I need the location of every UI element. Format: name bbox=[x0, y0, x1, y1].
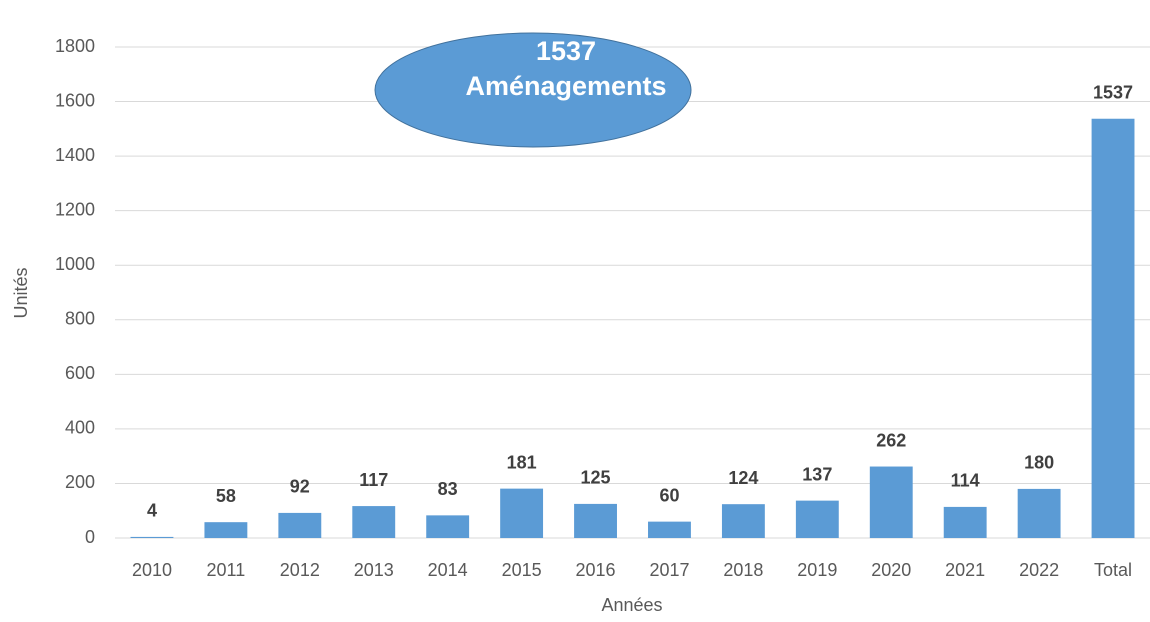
bar bbox=[869, 466, 913, 538]
x-tick-label: 2012 bbox=[280, 560, 320, 580]
data-label: 125 bbox=[581, 468, 611, 488]
bar bbox=[721, 504, 765, 538]
bar bbox=[204, 522, 248, 538]
x-tick-label: 2022 bbox=[1019, 560, 1059, 580]
data-label: 137 bbox=[802, 464, 832, 484]
x-tick-label: 2011 bbox=[207, 560, 246, 580]
y-tick-label: 1000 bbox=[55, 254, 95, 274]
x-tick-label: 2010 bbox=[132, 560, 172, 580]
y-tick-label: 400 bbox=[65, 418, 95, 438]
x-tick-label: 2020 bbox=[871, 560, 911, 580]
data-label: 83 bbox=[438, 479, 458, 499]
x-tick-label: Total bbox=[1094, 560, 1132, 580]
x-tick-label: 2021 bbox=[945, 560, 985, 580]
bar bbox=[278, 512, 322, 538]
y-tick-label: 200 bbox=[65, 472, 95, 492]
bar bbox=[1091, 118, 1135, 539]
data-label: 117 bbox=[359, 470, 388, 490]
x-axis-label: Années bbox=[601, 595, 662, 615]
y-tick-label: 800 bbox=[65, 309, 95, 329]
x-tick-label: 2015 bbox=[502, 560, 542, 580]
data-label: 114 bbox=[951, 471, 980, 491]
x-tick-label: 2014 bbox=[428, 560, 468, 580]
data-label: 181 bbox=[507, 452, 537, 472]
data-label: 1537 bbox=[1093, 82, 1133, 102]
data-label: 180 bbox=[1024, 453, 1054, 473]
y-tick-label: 600 bbox=[65, 363, 95, 383]
y-tick-label: 1800 bbox=[55, 36, 95, 56]
bar bbox=[352, 506, 396, 538]
y-tick-label: 1600 bbox=[55, 90, 95, 110]
annotation-text: Aménagements bbox=[465, 71, 666, 101]
data-label: 92 bbox=[290, 477, 310, 497]
bar bbox=[648, 521, 691, 538]
y-axis-label: Unités bbox=[11, 267, 31, 318]
y-tick-label: 1400 bbox=[55, 145, 95, 165]
y-tick-label: 1200 bbox=[55, 199, 95, 219]
x-tick-label: 2018 bbox=[723, 560, 763, 580]
y-tick-label: 0 bbox=[85, 527, 95, 547]
data-label: 124 bbox=[728, 468, 758, 488]
data-label: 58 bbox=[216, 486, 236, 506]
annotation-bubble bbox=[374, 32, 692, 148]
x-tick-label: 2013 bbox=[354, 560, 394, 580]
bar bbox=[500, 488, 544, 538]
bar bbox=[1017, 488, 1061, 538]
bar bbox=[130, 536, 174, 538]
annotation-text: 1537 bbox=[536, 36, 596, 66]
x-tick-label: 2019 bbox=[797, 560, 837, 580]
x-tick-label: 2017 bbox=[649, 560, 689, 580]
bar bbox=[795, 500, 839, 538]
bar bbox=[943, 506, 987, 538]
x-tick-label: 2016 bbox=[576, 560, 616, 580]
data-label: 60 bbox=[659, 485, 679, 505]
data-label: 262 bbox=[876, 430, 906, 450]
bar bbox=[426, 515, 470, 538]
data-label: 4 bbox=[147, 501, 157, 521]
bar bbox=[574, 503, 617, 538]
